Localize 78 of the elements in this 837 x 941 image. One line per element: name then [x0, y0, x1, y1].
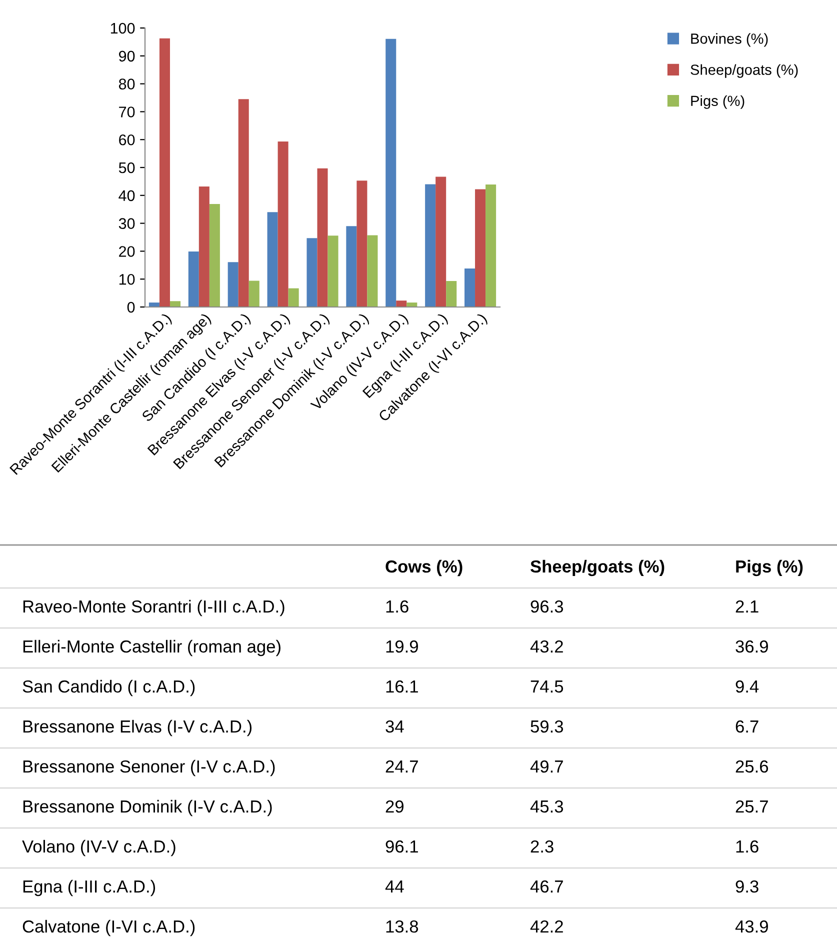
- data-label: 42.2: [530, 920, 563, 932]
- y-tick-label: 40: [118, 190, 135, 202]
- y-tick-label: 80: [118, 78, 135, 90]
- bar: [446, 281, 457, 307]
- category-label: Calvatone (I-VI c.A.D.): [22, 920, 195, 936]
- data-label: 13.8: [386, 920, 418, 933]
- y-tick-label: 30: [118, 218, 135, 229]
- bar: [356, 180, 368, 307]
- data-label: 36.9: [736, 640, 768, 653]
- category-label: Volano (IV-V c.A.D.): [22, 840, 176, 856]
- data-label: 96.1: [386, 840, 418, 853]
- bar: [328, 236, 338, 307]
- bar: [267, 212, 278, 307]
- data-label: 45.3: [530, 800, 564, 813]
- y-tick-label: 10: [119, 274, 135, 285]
- category-label: Egna (I-III c.A.D.): [23, 880, 156, 896]
- data-label: 2.3: [530, 840, 554, 853]
- category-label: Raveo-Monte Sorantri (I-III c.A.D.): [23, 600, 284, 616]
- bar: [367, 235, 378, 307]
- data-label: 16.1: [386, 680, 418, 693]
- data-label: 34: [386, 720, 404, 733]
- data-label: 46.7: [530, 880, 563, 893]
- bar: [436, 176, 446, 307]
- data-label: 25.7: [736, 800, 768, 813]
- legend-label: Bovines (%): [691, 33, 768, 47]
- bar: [396, 300, 407, 307]
- bar: [475, 189, 486, 307]
- text: Pigs (%): [736, 560, 803, 576]
- y-tick-label: 90: [119, 50, 135, 62]
- data-label: 24.7: [386, 760, 418, 772]
- category-label: Bressanone Senoner (I-V c.A.D.): [23, 760, 275, 776]
- y-tick-label: 20: [119, 246, 135, 257]
- y-tick-label: 60: [119, 134, 135, 146]
- data-label: 9.3: [736, 880, 758, 893]
- bar: [188, 251, 199, 307]
- bar: [425, 184, 436, 307]
- y-tick-label: 70: [119, 106, 135, 118]
- bar: [248, 280, 260, 307]
- bar: [306, 238, 318, 307]
- data-label: 74.5: [530, 680, 564, 693]
- data-label: 43.2: [530, 640, 563, 653]
- data-label: 9.4: [736, 680, 759, 693]
- bar: [198, 186, 210, 307]
- data-label: 1.6: [736, 840, 758, 853]
- data-label: 49.7: [530, 760, 563, 773]
- bar: [238, 99, 249, 307]
- data-label: 96.3: [530, 600, 564, 613]
- data-label: 1.6: [386, 600, 408, 613]
- bar: [278, 142, 288, 307]
- data-label: 2.1: [736, 600, 758, 612]
- bar: [464, 268, 476, 307]
- bar: [209, 204, 220, 307]
- bar: [288, 288, 299, 307]
- data-label: 6.7: [736, 720, 758, 733]
- bar: [228, 262, 238, 307]
- data-label: 59.3: [530, 720, 564, 733]
- y-tick-label: 0: [127, 302, 135, 313]
- legend-label: Pigs (%): [691, 95, 744, 109]
- data-label: 44: [385, 880, 404, 892]
- bar: [159, 38, 170, 307]
- y-tick-label: 100: [110, 22, 135, 34]
- bar: [346, 226, 357, 307]
- data-label: 43.9: [735, 920, 768, 933]
- text: Sheep/goats (%): [530, 560, 664, 576]
- bar: [317, 168, 328, 307]
- legend-label: Sheep/goats (%): [690, 64, 798, 78]
- data-label: 25.6: [736, 760, 768, 773]
- bar: [486, 184, 496, 307]
- y-tick-label: 50: [118, 162, 135, 174]
- category-label: Elleri-Monte Castellir (roman age): [23, 640, 280, 656]
- category-label: Bressanone Elvas (I-V c.A.D.): [23, 720, 252, 736]
- data-label: 29: [386, 800, 404, 813]
- data-label: 19.9: [386, 640, 418, 653]
- bar: [170, 301, 180, 307]
- category-label: Bressanone Dominik (I-V c.A.D.): [23, 800, 272, 816]
- text: Cows (%): [386, 560, 462, 576]
- bar: [386, 38, 396, 307]
- category-label: San Candido (I c.A.D.): [22, 680, 195, 696]
